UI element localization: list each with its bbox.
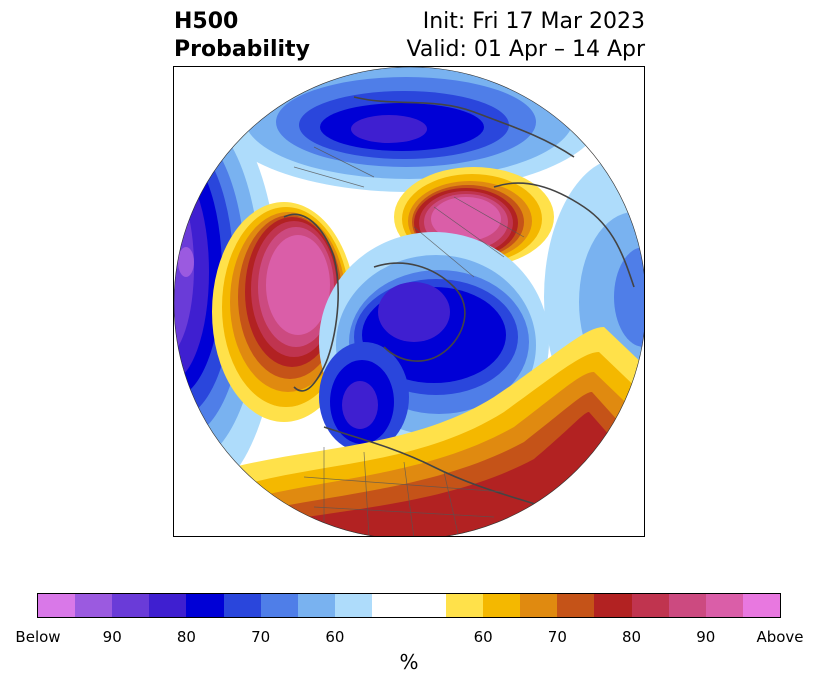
colorbar-tick-label: Below bbox=[15, 628, 61, 646]
polar-map bbox=[174, 67, 644, 536]
colorbar-segment bbox=[38, 594, 76, 617]
colorbar-tick-label: Above bbox=[756, 628, 804, 646]
colorbar-tick-label: 70 bbox=[251, 628, 271, 646]
colorbar bbox=[37, 593, 781, 618]
coastlines bbox=[283, 96, 635, 508]
colorbar-segment bbox=[186, 594, 224, 617]
anomaly-low-polar bbox=[319, 232, 549, 452]
valid-range: Valid: 01 Apr – 14 Apr bbox=[406, 37, 646, 62]
map-panel bbox=[173, 66, 645, 537]
colorbar-segment bbox=[520, 594, 558, 617]
colorbar-segment bbox=[631, 594, 669, 617]
title-variable: H500 bbox=[174, 9, 239, 34]
colorbar-segment bbox=[149, 594, 187, 617]
title-left: H500 Probability bbox=[174, 8, 310, 64]
title-product: Probability bbox=[174, 37, 310, 62]
colorbar-segment bbox=[223, 594, 261, 617]
init-date: Init: Fri 17 Mar 2023 bbox=[422, 9, 645, 34]
colorbar-segment bbox=[668, 594, 706, 617]
anomaly-high-west bbox=[212, 202, 356, 422]
colorbar-segment bbox=[742, 594, 780, 617]
colorbar-segment bbox=[445, 594, 484, 617]
colorbar-tick-label: 70 bbox=[547, 628, 567, 646]
colorbar-segment bbox=[260, 594, 298, 617]
colorbar-segment bbox=[334, 594, 372, 617]
colorbar-segment bbox=[371, 594, 446, 617]
colorbar-tick-label: 90 bbox=[102, 628, 122, 646]
title-right: Init: Fri 17 Mar 2023 Valid: 01 Apr – 14… bbox=[407, 8, 646, 64]
colorbar-segment bbox=[75, 594, 113, 617]
probability-field bbox=[174, 67, 644, 536]
colorbar-tick-label: 60 bbox=[325, 628, 345, 646]
colorbar-tick-label: 80 bbox=[622, 628, 642, 646]
colorbar-segment bbox=[297, 594, 335, 617]
colorbar-unit: % bbox=[399, 650, 419, 674]
colorbar-tick-label: 60 bbox=[473, 628, 493, 646]
colorbar-segment bbox=[705, 594, 743, 617]
colorbar-segment bbox=[483, 594, 521, 617]
colorbar-segment bbox=[112, 594, 150, 617]
colorbar-segment bbox=[594, 594, 632, 617]
colorbar-segment bbox=[557, 594, 595, 617]
colorbar-tick-label: 90 bbox=[696, 628, 716, 646]
colorbar-tick-label: 80 bbox=[176, 628, 196, 646]
borders bbox=[293, 146, 525, 536]
